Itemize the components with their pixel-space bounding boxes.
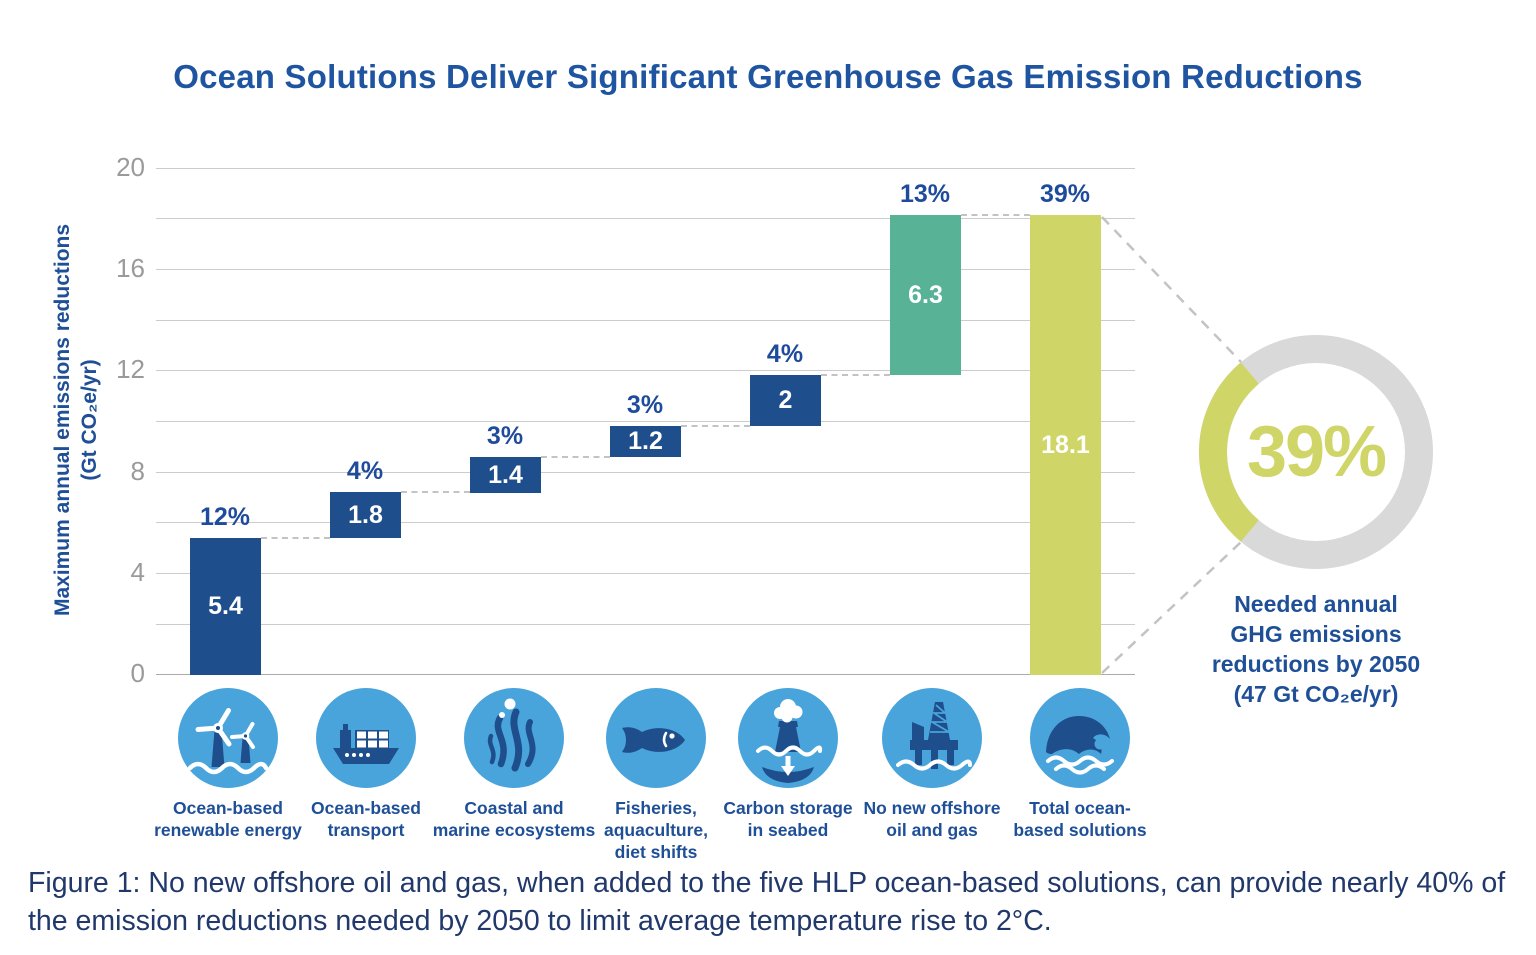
y-tick-4: 4	[130, 556, 145, 587]
bar-value-label: 6.3	[908, 280, 943, 309]
gridline-4	[156, 573, 1135, 574]
connector-6	[961, 214, 1030, 216]
connector-1	[261, 537, 330, 539]
bar-percent-label: 4%	[766, 340, 804, 368]
gridline-10	[156, 421, 1135, 422]
category-total-ocean-solutions: Total ocean-based solutions	[995, 688, 1165, 841]
category-fisheries: Fisheries, aquaculture, diet shifts	[571, 688, 741, 863]
category-label: Ocean-based transport	[311, 798, 421, 840]
y-tick-20: 20	[116, 151, 145, 182]
y-tick-12: 12	[116, 353, 145, 384]
bar-value-label: 18.1	[1041, 430, 1090, 459]
donut-caption-line: Needed annual	[1234, 591, 1398, 617]
category-ocean-transport: Ocean-based transport	[281, 688, 451, 841]
gridline-8	[156, 472, 1135, 473]
donut-chart-39-percent	[1199, 335, 1433, 569]
bar-value-label: 1.2	[628, 427, 663, 455]
bar-fisheries: 1.2	[610, 426, 681, 457]
category-no-new-offshore-oil-gas: No new offshore oil and gas	[847, 688, 1017, 841]
gridline-6	[156, 522, 1135, 523]
y-tick-16: 16	[116, 252, 145, 283]
bar-value-label: 5.4	[208, 592, 243, 620]
bar-value-label: 1.4	[488, 460, 523, 489]
bar-carbon-storage: 2	[750, 375, 821, 426]
container-ship-icon	[316, 688, 416, 788]
donut-caption-line: (47 Gt CO₂e/yr)	[1233, 681, 1399, 707]
gridline-14	[156, 320, 1135, 321]
connector-2	[401, 491, 470, 493]
chart-title: Ocean Solutions Deliver Significant Gree…	[173, 58, 1363, 95]
seaweed-icon	[464, 688, 564, 788]
category-ocean-renewable-energy: Ocean-based renewable energy	[143, 688, 313, 841]
category-carbon-storage: Carbon storage in seabed	[703, 688, 873, 841]
bar-coastal-marine-ecosystems: 1.4	[470, 457, 541, 493]
bar-value-label: 1.8	[348, 500, 383, 529]
fish-icon	[606, 688, 706, 788]
gridline-12	[156, 370, 1135, 371]
bar-percent-label: 39%	[1039, 180, 1091, 208]
bar-ocean-transport: 1.8	[330, 492, 401, 538]
connector-4	[681, 425, 750, 427]
category-label: Coastal and marine ecosystems	[432, 798, 596, 840]
y-tick-8: 8	[130, 455, 145, 486]
oil-platform-icon	[882, 688, 982, 788]
bar-percent-label: 4%	[346, 457, 384, 485]
category-label: No new offshore oil and gas	[863, 798, 1001, 840]
bar-percent-label: 13%	[899, 180, 951, 208]
donut-caption-line: reductions by 2050	[1211, 651, 1421, 677]
donut-center-percent: 39%	[1246, 412, 1387, 492]
wave-icon	[1030, 688, 1130, 788]
bar-percent-label: 3%	[486, 422, 524, 450]
donut-arc-green	[1199, 362, 1260, 542]
bar-percent-label: 3%	[626, 391, 664, 419]
donut-caption-line: GHG emissions	[1230, 621, 1402, 647]
connector-5	[821, 374, 890, 376]
carbon-storage-icon	[738, 688, 838, 788]
category-label: Total ocean-based solutions	[1013, 798, 1147, 840]
figure-caption: Figure 1: No new offshore oil and gas, w…	[28, 864, 1518, 940]
gridline-18	[156, 218, 1135, 219]
figure-caption-line2: the emission reductions needed by 2050 t…	[28, 905, 1052, 937]
category-label: Fisheries, aquaculture, diet shifts	[603, 798, 709, 862]
donut-caption: Needed annual GHG emissions reductions b…	[1186, 589, 1446, 709]
wind-turbine-icon	[178, 688, 278, 788]
bar-total-ocean-solutions: 18.1	[1030, 215, 1101, 675]
category-label: Carbon storage in seabed	[723, 798, 853, 840]
figure-caption-line1: Figure 1: No new offshore oil and gas, w…	[28, 867, 1506, 899]
connector-3	[541, 456, 610, 458]
bar-value-label: 2	[778, 386, 793, 414]
bar-ocean-renewable-energy: 5.4	[190, 538, 261, 675]
y-tick-0: 0	[130, 657, 145, 688]
category-label: Ocean-based renewable energy	[154, 798, 302, 840]
category-coastal-marine-ecosystems: Coastal and marine ecosystems	[429, 688, 599, 841]
y-axis-title-line1: Maximum annual emissions reductions	[51, 223, 74, 617]
bar-no-new-offshore-oil-gas: 6.3	[890, 215, 961, 375]
gridline-0-baseline	[156, 674, 1135, 675]
gridline-2	[156, 624, 1135, 625]
bar-percent-label: 12%	[199, 503, 251, 531]
gridline-16	[156, 269, 1135, 270]
gridline-20	[156, 168, 1135, 169]
